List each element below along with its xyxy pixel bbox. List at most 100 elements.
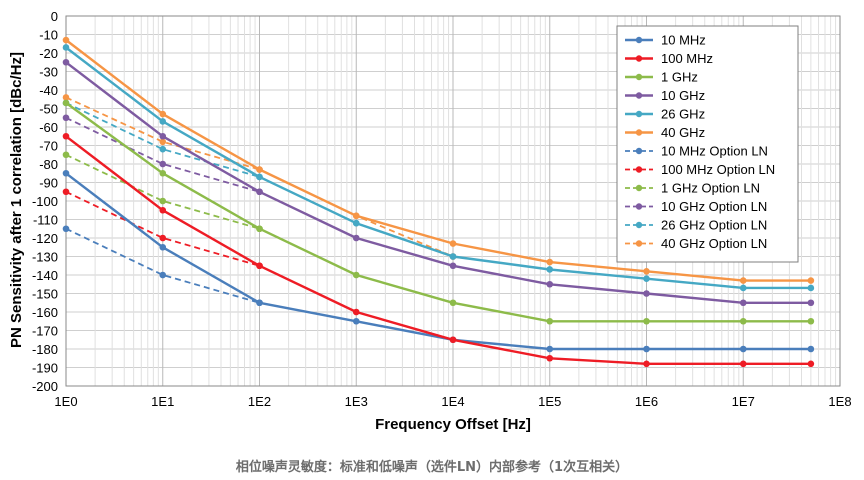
data-point bbox=[159, 118, 167, 125]
data-point bbox=[62, 44, 70, 51]
legend: 10 MHz 100 MHz 1 GHz 10 GHz 26 GHz 40 GHz 10 M… bbox=[616, 25, 799, 263]
y-tick-label: -100 bbox=[32, 194, 58, 209]
legend-entry: 1 GHz bbox=[661, 70, 698, 85]
data-point bbox=[159, 169, 167, 177]
legend-entry: 100 MHz bbox=[661, 51, 713, 66]
data-point bbox=[256, 173, 263, 181]
y-tick-label: -120 bbox=[32, 231, 58, 246]
axes: 0 -10 -20 -30 -40 -50 -60 -70 -80 -90 -100 -110 -120… bbox=[32, 9, 852, 409]
y-tick-label: -90 bbox=[39, 176, 58, 191]
series-line bbox=[65, 190, 260, 267]
x-tick-label: 1E7 bbox=[732, 394, 755, 409]
y-tick-label: -130 bbox=[32, 250, 58, 265]
data-point bbox=[643, 345, 650, 353]
data-point bbox=[739, 345, 747, 353]
legend-entry: 10 MHz bbox=[661, 33, 706, 48]
data-point bbox=[807, 299, 815, 307]
legend-entry: 10 GHz bbox=[661, 88, 705, 103]
x-tick-label: 1E3 bbox=[345, 394, 368, 409]
data-point bbox=[449, 262, 457, 270]
legend-entry: 10 GHz Option LN bbox=[661, 199, 767, 214]
data-point bbox=[643, 317, 650, 325]
data-point bbox=[62, 94, 70, 101]
y-tick-label: -10 bbox=[39, 28, 58, 43]
data-point bbox=[159, 271, 167, 279]
data-point bbox=[159, 234, 167, 242]
data-point bbox=[739, 317, 747, 325]
x-tick-label: 1E0 bbox=[54, 394, 77, 409]
legend-marker bbox=[635, 184, 643, 192]
data-point bbox=[546, 317, 554, 325]
series-line bbox=[65, 116, 260, 193]
data-point bbox=[449, 253, 457, 260]
y-tick-label: -200 bbox=[32, 379, 58, 394]
data-point bbox=[256, 299, 263, 307]
series-line bbox=[65, 227, 260, 304]
series-lines bbox=[62, 36, 815, 368]
y-axis-label: PN Sensitivity after 1 correlation [dBc/… bbox=[8, 52, 25, 348]
series-line bbox=[65, 153, 260, 230]
data-point bbox=[352, 219, 360, 227]
data-point bbox=[807, 345, 815, 353]
legend-entry: 26 GHz bbox=[661, 107, 705, 122]
y-tick-label: -110 bbox=[33, 213, 58, 228]
data-point bbox=[352, 317, 360, 325]
chart-caption: 相位噪声灵敏度：标准和低噪声（选件LN）内部参考（1次互相关） bbox=[235, 460, 629, 475]
data-point bbox=[449, 336, 457, 344]
data-point bbox=[62, 132, 70, 140]
data-point bbox=[643, 290, 650, 297]
x-tick-label: 1E6 bbox=[635, 394, 658, 409]
legend-marker bbox=[635, 55, 643, 62]
data-point bbox=[807, 277, 815, 284]
data-point bbox=[62, 36, 70, 44]
data-point bbox=[739, 360, 747, 368]
data-point bbox=[807, 360, 815, 368]
y-tick-label: -40 bbox=[39, 83, 58, 98]
x-tick-label: 1E1 bbox=[151, 394, 174, 409]
data-point bbox=[352, 234, 360, 242]
data-point bbox=[62, 58, 70, 66]
data-point bbox=[546, 354, 554, 362]
data-point bbox=[159, 132, 167, 140]
y-tick-label: -190 bbox=[32, 361, 58, 376]
x-tick-label: 1E8 bbox=[828, 394, 851, 409]
x-tick-label: 1E2 bbox=[248, 394, 271, 409]
legend-entry: 26 GHz Option LN bbox=[661, 218, 767, 233]
y-tick-label: -70 bbox=[39, 139, 58, 154]
legend-marker bbox=[635, 203, 643, 210]
legend-marker bbox=[635, 147, 643, 155]
data-point bbox=[256, 188, 263, 196]
legend-marker bbox=[635, 92, 643, 99]
data-point bbox=[62, 188, 70, 196]
legend-marker bbox=[635, 36, 643, 44]
data-point bbox=[159, 243, 167, 251]
data-point bbox=[807, 284, 815, 292]
data-point bbox=[352, 271, 360, 279]
data-point bbox=[62, 225, 70, 233]
data-point bbox=[449, 299, 457, 307]
data-point bbox=[159, 110, 167, 118]
phase-noise-chart: 0 -10 -20 -30 -40 -50 -60 -70 -80 -90 -100 -110 -120… bbox=[8, 9, 852, 433]
y-tick-label: -50 bbox=[39, 102, 58, 117]
legend-entry: 40 GHz Option LN bbox=[661, 236, 767, 251]
data-point bbox=[739, 277, 747, 284]
data-point bbox=[62, 169, 70, 177]
legend-entry: 1 GHz Option LN bbox=[661, 181, 760, 196]
data-point bbox=[739, 284, 747, 292]
x-tick-label: 1E5 bbox=[538, 394, 561, 409]
data-point bbox=[159, 138, 167, 146]
y-tick-label: -60 bbox=[39, 120, 58, 135]
legend-entry: 40 GHz bbox=[661, 125, 705, 140]
data-point bbox=[256, 225, 263, 233]
data-point bbox=[256, 262, 263, 270]
data-point bbox=[62, 114, 70, 122]
legend-marker bbox=[635, 73, 643, 81]
legend-marker bbox=[635, 240, 643, 247]
data-point bbox=[546, 345, 554, 353]
data-point bbox=[159, 206, 167, 214]
data-point bbox=[62, 151, 70, 159]
y-tick-label: -80 bbox=[39, 157, 58, 172]
legend-marker bbox=[635, 129, 643, 136]
y-tick-label: -180 bbox=[32, 342, 58, 357]
y-tick-label: -150 bbox=[32, 287, 58, 302]
